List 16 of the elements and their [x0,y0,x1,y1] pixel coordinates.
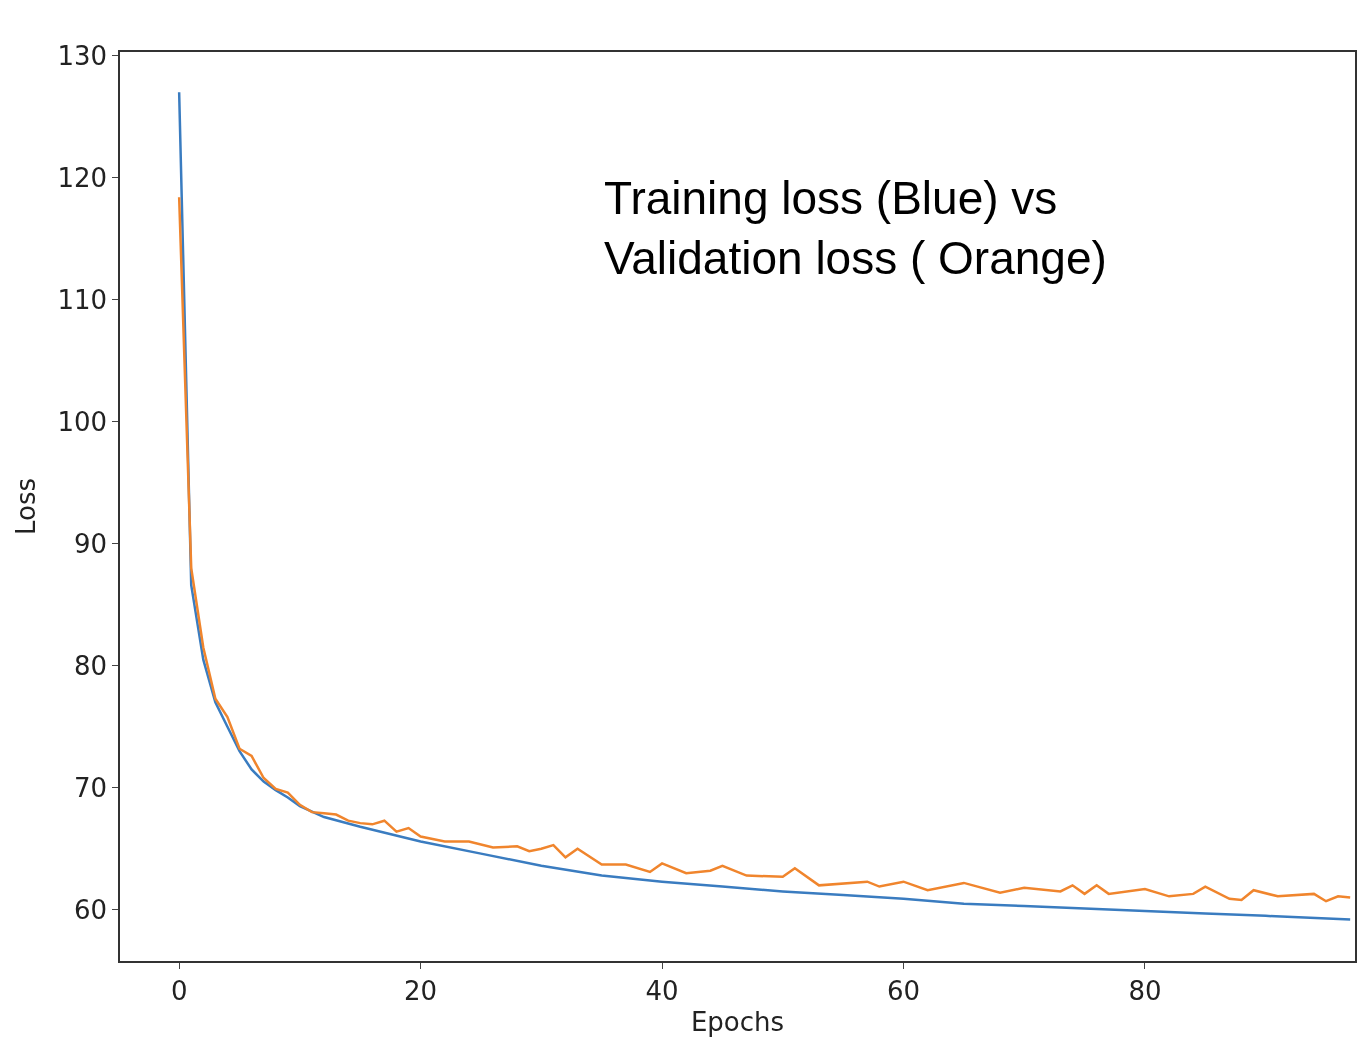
y-tick-label: 120 [57,162,108,193]
y-axis-title: Loss [11,477,42,536]
y-tick-label: 100 [57,406,108,437]
x-tick-label: 60 [886,975,921,1006]
y-tick-label: 70 [73,772,108,803]
y-tick-label: 60 [73,894,108,925]
x-tick-label: 40 [645,975,679,1006]
y-tick-label: 90 [73,528,108,559]
y-tick-label: 130 [57,40,108,71]
x-tick-label: 80 [1128,975,1162,1006]
y-tick-label: 110 [57,284,108,315]
x-tick-label: 20 [404,975,438,1006]
x-tick-label: 0 [170,975,188,1006]
annotation: Training loss (Blue) vs Validation loss ( Orange) [604,172,1107,284]
x-axis-title: Epochs [690,1007,785,1038]
y-tick-label: 80 [73,650,108,681]
